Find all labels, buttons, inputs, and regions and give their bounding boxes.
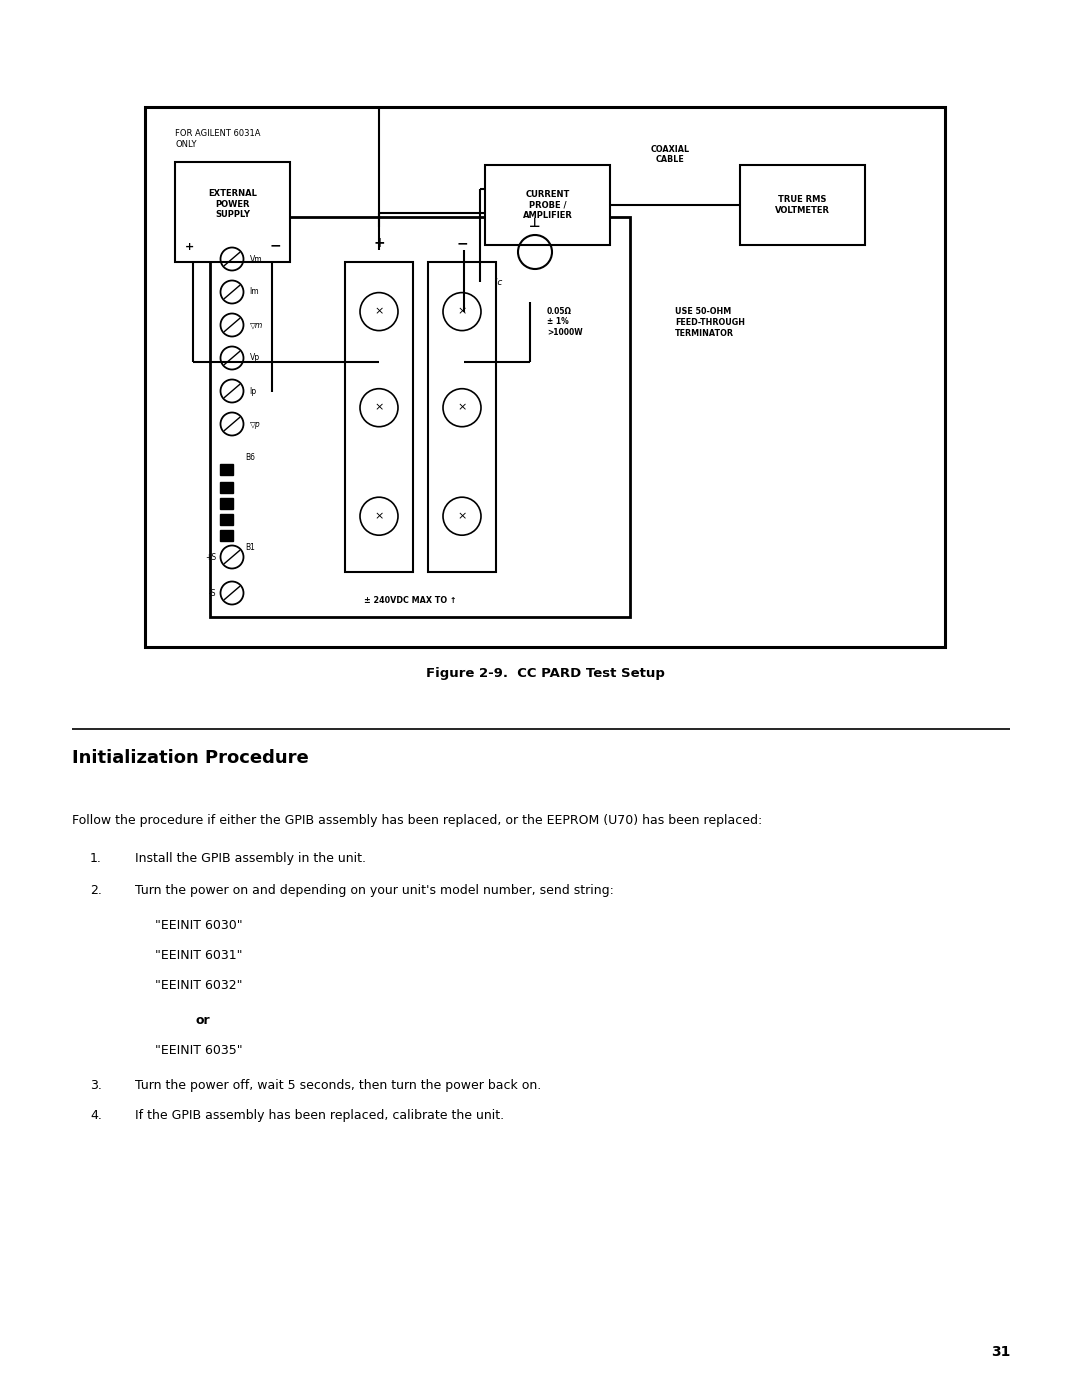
Text: B6: B6 — [245, 453, 255, 461]
Text: USE 50-OHM
FEED-THROUGH
TERMINATOR: USE 50-OHM FEED-THROUGH TERMINATOR — [675, 307, 745, 338]
Text: Im: Im — [249, 288, 259, 296]
Bar — [428, 263, 496, 571]
Bar — [220, 529, 233, 541]
Text: COAXIAL
CABLE: COAXIAL CABLE — [650, 145, 689, 165]
Text: ± 240VDC MAX TO ↑: ± 240VDC MAX TO ↑ — [364, 597, 457, 605]
Text: "EEINIT 6035": "EEINIT 6035" — [156, 1044, 243, 1058]
Text: CURRENT
PROBE /
AMPLIFIER: CURRENT PROBE / AMPLIFIER — [523, 190, 572, 219]
Text: +: + — [186, 242, 194, 251]
Text: +S: +S — [205, 552, 216, 562]
Text: +: + — [374, 236, 384, 250]
Bar — [740, 165, 865, 244]
Text: Install the GPIB assembly in the unit.: Install the GPIB assembly in the unit. — [135, 852, 366, 865]
Text: ×: × — [375, 511, 383, 521]
Bar — [220, 497, 233, 509]
Text: 0.05Ω
± 1%
>1000W: 0.05Ω ± 1% >1000W — [546, 307, 582, 337]
Text: FOR AGILENT 6031A
ONLY: FOR AGILENT 6031A ONLY — [175, 129, 260, 149]
Text: Vp: Vp — [249, 353, 259, 362]
Text: −: − — [269, 237, 281, 251]
Text: ×: × — [457, 306, 467, 317]
Text: 4.: 4. — [90, 1109, 102, 1122]
Text: Turn the power on and depending on your unit's model number, send string:: Turn the power on and depending on your … — [135, 884, 613, 897]
Text: 3.: 3. — [90, 1078, 102, 1092]
Text: 31: 31 — [990, 1345, 1010, 1359]
Text: Follow the procedure if either the GPIB assembly has been replaced, or the EEPRO: Follow the procedure if either the GPIB … — [72, 814, 762, 827]
Text: ▽p: ▽p — [249, 419, 260, 429]
Text: ×: × — [457, 402, 467, 412]
Bar — [220, 514, 233, 524]
Bar — [210, 217, 630, 617]
Bar — [220, 482, 233, 493]
Text: -S: -S — [210, 588, 216, 598]
Text: B1: B1 — [245, 542, 255, 552]
Text: If the GPIB assembly has been replaced, calibrate the unit.: If the GPIB assembly has been replaced, … — [135, 1109, 504, 1122]
Text: EXTERNAL
POWER
SUPPLY: EXTERNAL POWER SUPPLY — [208, 189, 257, 219]
Text: Figure 2-9.  CC PARD Test Setup: Figure 2-9. CC PARD Test Setup — [426, 666, 664, 680]
Text: TRUE RMS
VOLTMETER: TRUE RMS VOLTMETER — [775, 196, 831, 215]
Text: ×: × — [375, 306, 383, 317]
Text: 1.: 1. — [90, 852, 102, 865]
Text: Turn the power off, wait 5 seconds, then turn the power back on.: Turn the power off, wait 5 seconds, then… — [135, 1078, 541, 1092]
Bar — [485, 165, 610, 244]
Text: ×: × — [457, 511, 467, 521]
Bar — [345, 263, 413, 571]
Text: ⊥: ⊥ — [529, 217, 541, 231]
Text: Idc: Idc — [490, 278, 503, 286]
Text: Initialization Procedure: Initialization Procedure — [72, 749, 309, 767]
Text: −: − — [456, 236, 468, 250]
Bar — [175, 162, 291, 263]
Text: "EEINIT 6030": "EEINIT 6030" — [156, 919, 243, 932]
Text: or: or — [195, 1014, 210, 1027]
Text: "EEINIT 6031": "EEINIT 6031" — [156, 949, 243, 963]
Text: ×: × — [375, 402, 383, 412]
Text: 2.: 2. — [90, 884, 102, 897]
Text: ▽m: ▽m — [249, 320, 262, 330]
Text: Idc: Idc — [473, 307, 486, 317]
Text: Vm: Vm — [249, 254, 262, 264]
Text: Ip: Ip — [249, 387, 257, 395]
Bar — [220, 464, 233, 475]
Bar — [145, 108, 945, 647]
Text: "EEINIT 6032": "EEINIT 6032" — [156, 979, 243, 992]
